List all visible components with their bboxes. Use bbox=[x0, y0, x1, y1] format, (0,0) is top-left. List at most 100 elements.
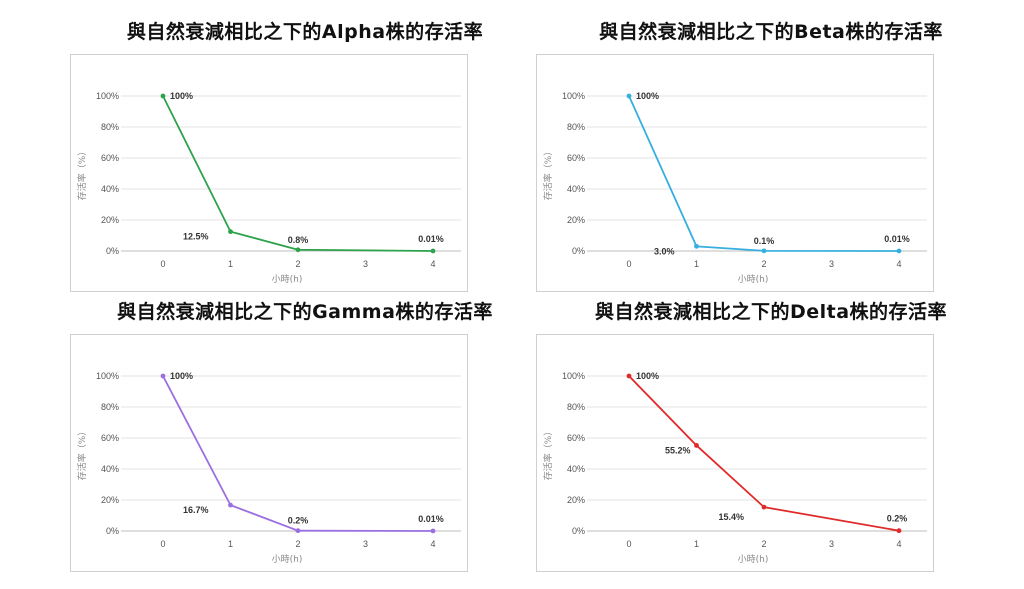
chart-panel-gamma: 與自然衰減相比之下的Gamma株的存活率 0% 20% 40% 60% 80% 100% 0… bbox=[70, 294, 540, 584]
data-point bbox=[626, 373, 632, 379]
x-tick-label: 0 bbox=[160, 259, 165, 269]
y-tick-label: 20% bbox=[567, 215, 585, 225]
x-tick-label: 1 bbox=[694, 259, 699, 269]
y-tick-label: 60% bbox=[567, 153, 585, 163]
data-label: 15.4% bbox=[718, 512, 744, 522]
data-point bbox=[160, 373, 166, 379]
data-label: 12.5% bbox=[183, 232, 209, 242]
data-label: 55.2% bbox=[665, 445, 691, 455]
data-label: 0.1% bbox=[754, 236, 775, 246]
data-point bbox=[761, 504, 767, 510]
x-axis-title: 小時(h) bbox=[738, 274, 769, 285]
chart-title: 與自然衰減相比之下的Alpha株的存活率 bbox=[126, 20, 484, 43]
x-tick-label: 4 bbox=[896, 539, 901, 549]
chart-title: 與自然衰減相比之下的Beta株的存活率 bbox=[599, 20, 943, 43]
data-label: 0.01% bbox=[418, 514, 444, 524]
y-tick-label: 40% bbox=[567, 464, 585, 474]
y-axis-title: 存活率（%） bbox=[76, 427, 88, 481]
y-tick-label: 60% bbox=[101, 153, 119, 163]
data-point bbox=[761, 248, 767, 254]
x-tick-label: 1 bbox=[228, 539, 233, 549]
data-label: 16.7% bbox=[183, 505, 209, 515]
y-tick-label: 80% bbox=[567, 122, 585, 132]
x-axis-title: 小時(h) bbox=[272, 554, 303, 565]
y-tick-label: 40% bbox=[101, 464, 119, 474]
x-axis-title: 小時(h) bbox=[272, 274, 303, 285]
chart-panel-alpha: 與自然衰減相比之下的Alpha株的存活率 0% 20% 40% 60% 80% 100% 0… bbox=[70, 14, 540, 304]
data-point bbox=[228, 229, 233, 235]
y-tick-label: 0% bbox=[106, 246, 119, 256]
data-point bbox=[626, 93, 632, 99]
line-chart: 0% 20% 40% 60% 80% 100% 0 1 2 3 4 小時(h) 存活率（%） 100% 12… bbox=[76, 91, 461, 285]
data-point bbox=[896, 248, 902, 254]
y-axis-title: 存活率（%） bbox=[76, 147, 88, 201]
x-tick-label: 2 bbox=[295, 539, 300, 549]
y-tick-label: 0% bbox=[106, 526, 119, 536]
data-point bbox=[295, 528, 301, 534]
x-tick-label: 0 bbox=[626, 539, 631, 549]
data-point bbox=[694, 243, 699, 249]
data-label: 100% bbox=[170, 91, 193, 101]
x-tick-label: 0 bbox=[626, 259, 631, 269]
x-tick-label: 0 bbox=[160, 539, 165, 549]
line-chart: 0% 20% 40% 60% 80% 100% 0 1 2 3 4 小時(h) 存活率（%） 100% 55… bbox=[542, 371, 927, 565]
line-chart: 0% 20% 40% 60% 80% 100% 0 1 2 3 4 小時(h) 存活率（%） 100% 3.… bbox=[542, 91, 927, 285]
data-label: 0.2% bbox=[288, 516, 309, 526]
x-tick-label: 3 bbox=[829, 539, 834, 549]
x-tick-label: 4 bbox=[430, 539, 435, 549]
chart-frame: 0% 20% 40% 60% 80% 100% 0 1 2 3 4 小時(h) 存活率（%） 100% 12… bbox=[70, 54, 468, 292]
series-line bbox=[162, 95, 434, 252]
x-tick-label: 1 bbox=[228, 259, 233, 269]
y-tick-label: 80% bbox=[567, 402, 585, 412]
y-tick-label: 20% bbox=[101, 495, 119, 505]
series-line bbox=[628, 95, 900, 252]
y-tick-label: 80% bbox=[101, 122, 119, 132]
x-tick-label: 3 bbox=[363, 539, 368, 549]
line-chart: 0% 20% 40% 60% 80% 100% 0 1 2 3 4 小時(h) 存活率（%） 100% 16… bbox=[76, 371, 461, 565]
x-tick-label: 2 bbox=[295, 259, 300, 269]
data-label: 0.8% bbox=[288, 235, 309, 245]
y-tick-label: 40% bbox=[567, 184, 585, 194]
chart-frame: 0% 20% 40% 60% 80% 100% 0 1 2 3 4 小時(h) 存活率（%） 100% 16… bbox=[70, 334, 468, 572]
chart-panel-delta: 與自然衰減相比之下的Delta株的存活率 0% 20% 40% 60% 80% 100% 0… bbox=[536, 294, 1006, 584]
data-label: 0.01% bbox=[418, 234, 444, 244]
y-tick-label: 0% bbox=[572, 526, 585, 536]
x-tick-label: 2 bbox=[761, 259, 766, 269]
chart-frame: 0% 20% 40% 60% 80% 100% 0 1 2 3 4 小時(h) 存活率（%） 100% 3.… bbox=[536, 54, 934, 292]
data-point bbox=[295, 247, 301, 253]
y-tick-label: 40% bbox=[101, 184, 119, 194]
data-label: 3.0% bbox=[654, 246, 675, 256]
chart-title: 與自然衰減相比之下的Gamma株的存活率 bbox=[117, 300, 493, 323]
x-tick-label: 3 bbox=[363, 259, 368, 269]
x-axis-title: 小時(h) bbox=[738, 554, 769, 565]
series-line bbox=[628, 375, 900, 532]
data-label: 100% bbox=[170, 371, 193, 381]
data-point bbox=[430, 528, 436, 534]
y-tick-label: 100% bbox=[96, 371, 119, 381]
chart-panel-beta: 與自然衰減相比之下的Beta株的存活率 0% 20% 40% 60% 80% 100% 0 1… bbox=[536, 14, 1006, 304]
y-tick-label: 100% bbox=[562, 371, 585, 381]
data-label: 100% bbox=[636, 91, 659, 101]
y-tick-label: 80% bbox=[101, 402, 119, 412]
series-line bbox=[162, 375, 434, 532]
data-label: 0.2% bbox=[887, 514, 908, 524]
data-label: 0.01% bbox=[884, 234, 910, 244]
chart-frame: 0% 20% 40% 60% 80% 100% 0 1 2 3 4 小時(h) 存活率（%） 100% 55… bbox=[536, 334, 934, 572]
x-tick-label: 1 bbox=[694, 539, 699, 549]
data-point bbox=[694, 443, 699, 448]
x-tick-label: 2 bbox=[761, 539, 766, 549]
y-tick-label: 20% bbox=[101, 215, 119, 225]
chart-title: 與自然衰減相比之下的Delta株的存活率 bbox=[594, 300, 948, 323]
y-tick-label: 60% bbox=[567, 433, 585, 443]
y-tick-label: 60% bbox=[101, 433, 119, 443]
data-point bbox=[430, 248, 436, 254]
x-tick-label: 4 bbox=[430, 259, 435, 269]
data-point bbox=[228, 502, 233, 508]
y-axis-title: 存活率（%） bbox=[542, 147, 554, 201]
x-tick-label: 4 bbox=[896, 259, 901, 269]
y-tick-label: 20% bbox=[567, 495, 585, 505]
data-point bbox=[160, 93, 166, 99]
x-tick-label: 3 bbox=[829, 259, 834, 269]
y-tick-label: 100% bbox=[96, 91, 119, 101]
y-tick-label: 100% bbox=[562, 91, 585, 101]
